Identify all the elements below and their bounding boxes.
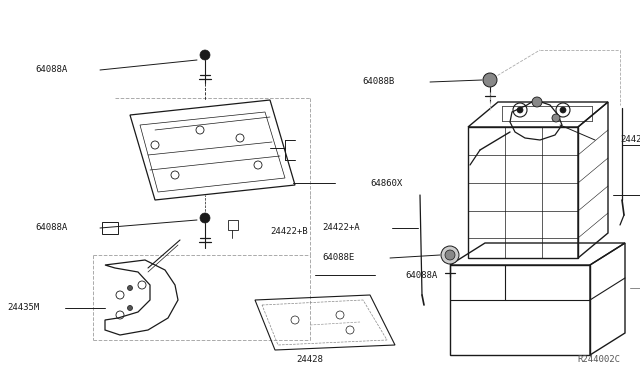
Circle shape [552, 114, 560, 122]
Text: 64088A: 64088A [36, 224, 68, 232]
Text: 24422+A: 24422+A [323, 224, 360, 232]
Circle shape [532, 97, 542, 107]
Circle shape [127, 285, 132, 291]
Text: R244002C: R244002C [577, 356, 620, 365]
Circle shape [517, 107, 523, 113]
Circle shape [200, 213, 210, 223]
Circle shape [560, 107, 566, 113]
Text: 64088E: 64088E [323, 253, 355, 263]
Circle shape [127, 305, 132, 311]
Text: 24428: 24428 [296, 356, 323, 365]
Circle shape [441, 246, 459, 264]
Text: 24435M: 24435M [8, 304, 40, 312]
Circle shape [200, 50, 210, 60]
Text: 64088B: 64088B [363, 77, 395, 87]
Text: 64088A: 64088A [405, 270, 437, 279]
Circle shape [445, 250, 455, 260]
Text: 64860X: 64860X [370, 179, 403, 187]
Text: 24420: 24420 [620, 135, 640, 144]
Circle shape [483, 73, 497, 87]
Text: 64088A: 64088A [36, 65, 68, 74]
Text: 24422+B: 24422+B [270, 228, 308, 237]
